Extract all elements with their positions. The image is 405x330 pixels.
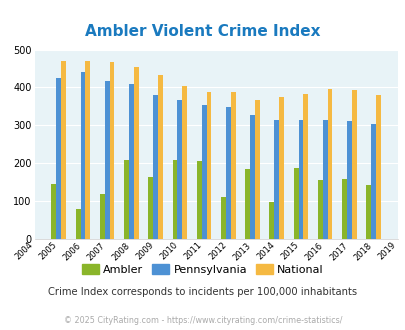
Bar [365,185,370,239]
Bar [317,180,322,239]
Text: Ambler Violent Crime Index: Ambler Violent Crime Index [85,24,320,39]
Bar [245,169,249,239]
Bar [104,81,109,239]
Legend: Ambler, Pennsylvania, National: Ambler, Pennsylvania, National [78,260,327,279]
Bar [196,161,201,239]
Bar [80,72,85,239]
Bar [148,178,153,239]
Text: Crime Index corresponds to incidents per 100,000 inhabitants: Crime Index corresponds to incidents per… [48,287,357,297]
Text: © 2025 CityRating.com - https://www.cityrating.com/crime-statistics/: © 2025 CityRating.com - https://www.city… [64,316,341,325]
Bar [254,100,259,239]
Bar [303,94,307,239]
Bar [230,92,235,239]
Bar [370,123,375,239]
Bar [220,197,225,239]
Bar [274,120,279,239]
Bar [351,90,356,239]
Bar [61,61,66,239]
Bar [201,105,206,239]
Bar [129,84,134,239]
Bar [51,184,56,239]
Bar [75,209,80,239]
Bar [375,95,380,239]
Bar [322,120,327,239]
Bar [327,88,332,239]
Bar [346,121,351,239]
Bar [172,159,177,239]
Bar [182,85,187,239]
Bar [269,202,274,239]
Bar [206,92,211,239]
Bar [56,78,61,239]
Bar [249,115,254,239]
Bar [279,97,284,239]
Bar [109,62,114,239]
Bar [124,159,129,239]
Bar [293,168,298,239]
Bar [298,120,303,239]
Bar [177,100,182,239]
Bar [225,107,230,239]
Bar [158,75,162,239]
Bar [134,67,139,239]
Bar [341,179,346,239]
Bar [153,95,158,239]
Bar [100,194,104,239]
Bar [85,61,90,239]
